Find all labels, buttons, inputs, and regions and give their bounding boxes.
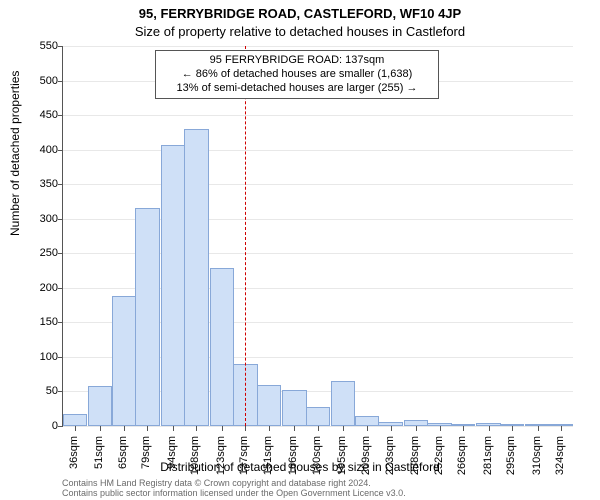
histogram-bar [88, 386, 112, 426]
histogram-bar [355, 416, 379, 426]
xtick-mark [147, 426, 148, 431]
xtick-label: 166sqm [287, 436, 299, 486]
xtick-mark [124, 426, 125, 431]
histogram-bar [112, 296, 136, 426]
xtick-label: 324sqm [554, 436, 566, 486]
xtick-label: 94sqm [166, 436, 178, 486]
ytick-label: 100 [18, 351, 58, 363]
ytick-mark [58, 322, 63, 323]
histogram-bar [331, 381, 355, 426]
gridline [63, 184, 573, 185]
ytick-mark [58, 150, 63, 151]
xtick-label: 51sqm [93, 436, 105, 486]
title-subtitle: Size of property relative to detached ho… [0, 24, 600, 39]
xtick-mark [294, 426, 295, 431]
footer: Contains HM Land Registry data © Crown c… [62, 478, 406, 499]
xtick-label: 310sqm [531, 436, 543, 486]
ytick-mark [58, 115, 63, 116]
chart-container: 95, FERRYBRIDGE ROAD, CASTLEFORD, WF10 4… [0, 0, 600, 500]
ytick-label: 550 [18, 40, 58, 52]
histogram-bar [63, 414, 87, 426]
histogram-bar [135, 208, 159, 426]
plot-area: 95 FERRYBRIDGE ROAD: 137sqm ← 86% of det… [62, 46, 573, 427]
footer-line2: Contains public sector information licen… [62, 488, 406, 498]
ytick-mark [58, 357, 63, 358]
gridline [63, 115, 573, 116]
xtick-label: 252sqm [433, 436, 445, 486]
xtick-mark [222, 426, 223, 431]
infobox-line2: ← 86% of detached houses are smaller (1,… [162, 68, 432, 82]
xtick-mark [173, 426, 174, 431]
xtick-label: 36sqm [68, 436, 80, 486]
xtick-label: 209sqm [360, 436, 372, 486]
xtick-mark [538, 426, 539, 431]
ytick-label: 400 [18, 144, 58, 156]
gridline [63, 150, 573, 151]
xtick-mark [343, 426, 344, 431]
xtick-label: 151sqm [262, 436, 274, 486]
ytick-mark [58, 288, 63, 289]
reference-line [245, 46, 246, 426]
xtick-mark [245, 426, 246, 431]
ytick-mark [58, 46, 63, 47]
info-box: 95 FERRYBRIDGE ROAD: 137sqm ← 86% of det… [155, 50, 439, 99]
xtick-mark [489, 426, 490, 431]
ytick-mark [58, 219, 63, 220]
xtick-mark [367, 426, 368, 431]
xtick-mark [196, 426, 197, 431]
ytick-label: 500 [18, 75, 58, 87]
xtick-mark [75, 426, 76, 431]
xtick-label: 108sqm [189, 436, 201, 486]
ytick-label: 300 [18, 213, 58, 225]
xtick-label: 238sqm [409, 436, 421, 486]
xtick-mark [416, 426, 417, 431]
xtick-label: 123sqm [215, 436, 227, 486]
title-address: 95, FERRYBRIDGE ROAD, CASTLEFORD, WF10 4… [0, 6, 600, 21]
xtick-mark [561, 426, 562, 431]
histogram-bar [282, 390, 306, 426]
ytick-label: 150 [18, 316, 58, 328]
histogram-bar [210, 268, 234, 426]
footer-line1: Contains HM Land Registry data © Crown c… [62, 478, 406, 488]
infobox-line3: 13% of semi-detached houses are larger (… [162, 82, 432, 96]
xtick-label: 195sqm [336, 436, 348, 486]
ytick-mark [58, 184, 63, 185]
ytick-mark [58, 253, 63, 254]
xtick-label: 137sqm [238, 436, 250, 486]
ytick-label: 450 [18, 109, 58, 121]
ytick-mark [58, 391, 63, 392]
xtick-label: 266sqm [456, 436, 468, 486]
xtick-mark [100, 426, 101, 431]
ytick-label: 250 [18, 247, 58, 259]
histogram-bar [306, 407, 330, 426]
ytick-label: 200 [18, 282, 58, 294]
histogram-bar [184, 129, 208, 426]
xtick-mark [318, 426, 319, 431]
histogram-bar [161, 145, 185, 426]
xtick-label: 295sqm [505, 436, 517, 486]
xtick-label: 79sqm [140, 436, 152, 486]
xtick-mark [269, 426, 270, 431]
ytick-mark [58, 81, 63, 82]
ytick-label: 0 [18, 420, 58, 432]
histogram-bar [257, 385, 281, 426]
infobox-line1: 95 FERRYBRIDGE ROAD: 137sqm [162, 54, 432, 68]
ytick-mark [58, 426, 63, 427]
ytick-label: 350 [18, 178, 58, 190]
ytick-label: 50 [18, 385, 58, 397]
xtick-label: 180sqm [311, 436, 323, 486]
xtick-label: 223sqm [384, 436, 396, 486]
xtick-label: 281sqm [482, 436, 494, 486]
xtick-mark [463, 426, 464, 431]
gridline [63, 46, 573, 47]
xtick-mark [391, 426, 392, 431]
xtick-mark [440, 426, 441, 431]
xtick-label: 65sqm [117, 436, 129, 486]
xtick-mark [512, 426, 513, 431]
